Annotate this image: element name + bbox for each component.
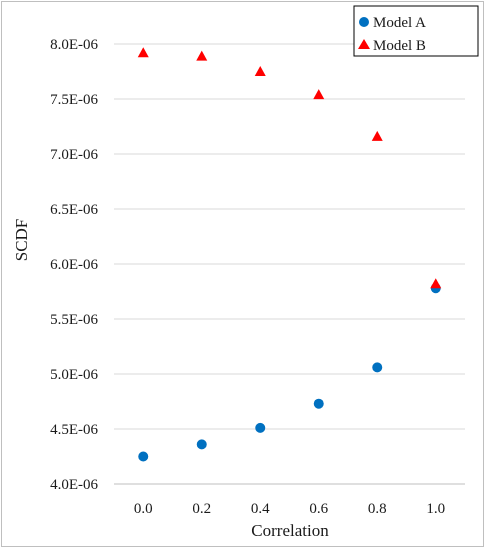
- x-tick-label: 1.0: [426, 501, 445, 517]
- point-model-b: [137, 47, 149, 58]
- legend-label-model-b: Model B: [373, 38, 426, 54]
- point-model-b: [196, 50, 208, 61]
- data-points: [137, 47, 442, 462]
- y-tick-label: 7.5E-06: [50, 92, 98, 108]
- y-tick-label: 6.5E-06: [50, 202, 98, 218]
- x-tick-label: 0.0: [134, 501, 153, 517]
- y-tick-label: 4.5E-06: [50, 422, 98, 438]
- y-tick-label: 5.5E-06: [50, 312, 98, 328]
- y-axis-tick-labels: 4.0E-06 4.5E-06 5.0E-06 5.5E-06 6.0E-06 6.5E-…: [50, 37, 98, 493]
- y-tick-label: 4.0E-06: [50, 477, 98, 493]
- point-model-a: [196, 439, 207, 450]
- x-axis-title: Correlation: [251, 521, 329, 540]
- y-tick-label: 5.0E-06: [50, 367, 98, 383]
- x-tick-label: 0.6: [309, 501, 328, 517]
- y-axis-title: SCDF: [12, 219, 31, 262]
- point-model-b: [371, 130, 383, 141]
- x-axis-tick-labels: 0.0 0.2 0.4 0.6 0.8 1.0: [134, 501, 445, 517]
- legend-box: [353, 5, 479, 57]
- y-tick-label: 8.0E-06: [50, 37, 98, 53]
- y-tick-label: 6.0E-06: [50, 257, 98, 273]
- legend-marker-model-b: [358, 39, 370, 49]
- gridlines: [114, 43, 465, 485]
- point-model-a: [372, 362, 383, 373]
- point-model-b: [313, 89, 325, 100]
- point-model-a: [138, 451, 149, 462]
- x-tick-label: 0.8: [368, 501, 387, 517]
- point-model-a: [313, 398, 324, 409]
- point-model-b: [430, 278, 442, 289]
- point-model-a: [255, 422, 266, 433]
- legend-marker-model-a: [359, 17, 369, 27]
- x-tick-label: 0.2: [192, 501, 211, 517]
- y-tick-label: 7.0E-06: [50, 147, 98, 163]
- legend: Model A Model B: [353, 5, 479, 57]
- point-model-b: [254, 66, 266, 76]
- x-tick-label: 0.4: [251, 501, 270, 517]
- legend-label-model-a: Model A: [373, 15, 426, 31]
